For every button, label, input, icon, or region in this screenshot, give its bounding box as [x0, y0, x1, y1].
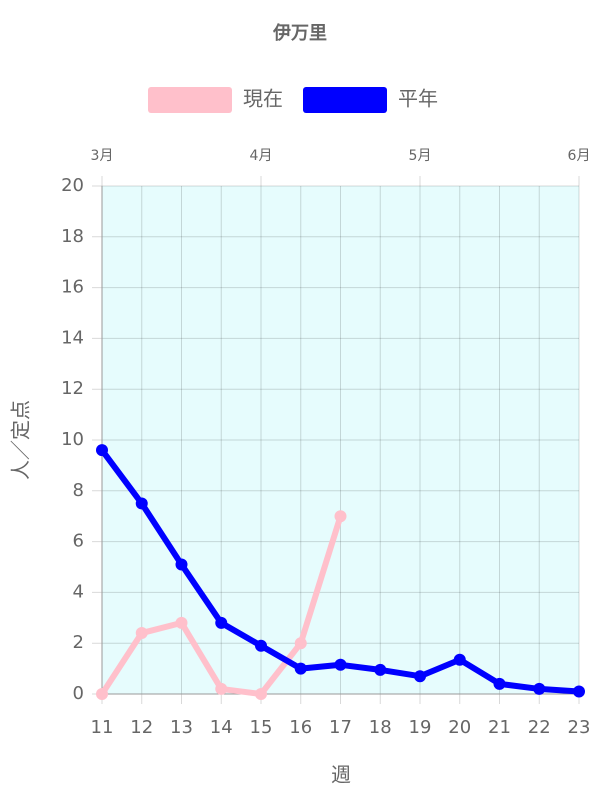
top-tick-label: 6月: [568, 148, 591, 164]
x-tick-label: 20: [448, 717, 471, 738]
x-tick-label: 14: [210, 717, 233, 738]
data-point: [215, 616, 228, 629]
data-point: [255, 688, 267, 700]
x-tick-label: 18: [369, 717, 392, 738]
y-axis-label: 人／定点: [9, 400, 33, 480]
y-tick-label: 6: [73, 531, 84, 552]
x-tick-label: 21: [488, 717, 511, 738]
data-point: [453, 653, 466, 666]
data-point: [175, 558, 188, 571]
x-tick-label: 17: [329, 717, 352, 738]
data-point: [175, 616, 188, 629]
y-tick-label: 20: [61, 175, 84, 196]
top-tick-label: 4月: [250, 148, 273, 164]
y-tick-label: 2: [73, 632, 84, 653]
legend-label: 現在: [243, 87, 283, 111]
data-point: [573, 685, 585, 698]
top-tick-label: 5月: [409, 148, 432, 164]
y-tick-label: 8: [73, 480, 84, 501]
top-tick-label: 3月: [91, 148, 114, 164]
y-tick-label: 12: [61, 378, 84, 399]
x-tick-label: 16: [289, 717, 312, 738]
x-tick-label: 11: [91, 717, 114, 738]
legend-swatch: [148, 87, 232, 113]
legend-label: 平年: [398, 87, 438, 111]
y-tick-label: 18: [61, 226, 84, 247]
data-point: [135, 497, 148, 510]
y-tick-label: 4: [73, 581, 84, 602]
x-tick-label: 23: [568, 717, 591, 738]
data-point: [96, 688, 108, 700]
data-point: [334, 658, 347, 671]
x-tick-label: 12: [130, 717, 153, 738]
data-point: [96, 444, 108, 457]
x-tick-label: 13: [170, 717, 193, 738]
data-point: [294, 662, 307, 675]
x-axis-label: 週: [331, 763, 351, 787]
y-tick-label: 16: [61, 277, 84, 298]
data-point: [135, 627, 148, 640]
data-point: [374, 663, 387, 676]
legend-swatch: [303, 87, 387, 113]
data-point: [215, 682, 228, 695]
data-point: [294, 637, 307, 650]
chart-title: 伊万里: [272, 22, 327, 44]
data-point: [255, 639, 267, 652]
y-tick-label: 14: [61, 327, 84, 348]
data-point: [493, 677, 506, 690]
x-tick-label: 15: [250, 717, 273, 738]
x-tick-label: 19: [409, 717, 432, 738]
y-tick-label: 10: [61, 429, 84, 450]
data-point: [414, 670, 426, 683]
data-point: [334, 510, 347, 523]
x-tick-label: 22: [528, 717, 551, 738]
plot-background: [102, 186, 579, 694]
y-tick-label: 0: [73, 683, 84, 704]
data-point: [533, 682, 546, 695]
